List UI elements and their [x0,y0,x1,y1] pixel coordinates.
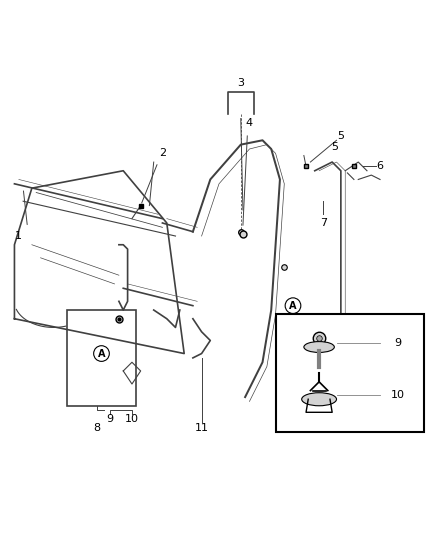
Ellipse shape [304,342,334,352]
Text: 9: 9 [394,338,401,348]
Text: 6: 6 [377,161,384,172]
Text: A: A [98,349,105,359]
Text: 3: 3 [237,78,244,88]
Bar [276,314,424,432]
Ellipse shape [302,393,336,406]
Text: 11: 11 [194,423,208,433]
Text: 1: 1 [15,231,22,241]
Text: A: A [289,301,297,311]
Text: 7: 7 [320,218,327,228]
Text: 10: 10 [390,390,404,400]
Text: 9: 9 [106,414,114,424]
Text: 10: 10 [125,414,139,424]
Text: 8: 8 [94,423,101,433]
Text: 5: 5 [331,142,338,152]
Text: 5: 5 [337,131,344,141]
Text: 2: 2 [159,148,166,158]
Bar [67,310,136,406]
Text: 4: 4 [246,118,253,128]
